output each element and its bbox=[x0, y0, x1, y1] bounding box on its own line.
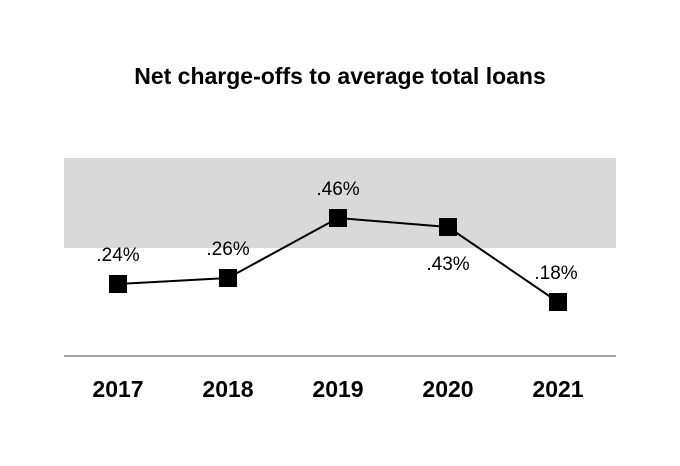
marker-2020 bbox=[439, 218, 457, 236]
marker-2017 bbox=[109, 275, 127, 293]
x-tick-2018: 2018 bbox=[202, 376, 253, 402]
data-label-2017: .24% bbox=[96, 245, 139, 266]
x-tick-2021: 2021 bbox=[532, 376, 583, 402]
data-labels: .24% .26% .46% .43% .18% bbox=[96, 179, 577, 284]
marker-2018 bbox=[219, 269, 237, 287]
chart-title: Net charge-offs to average total loans bbox=[134, 63, 546, 89]
marker-2019 bbox=[329, 209, 347, 227]
highlight-band bbox=[64, 158, 616, 248]
x-tick-2019: 2019 bbox=[312, 376, 363, 402]
markers bbox=[109, 209, 567, 311]
x-tick-labels: 2017 2018 2019 2020 2021 bbox=[92, 376, 583, 402]
data-label-2018: .26% bbox=[206, 239, 249, 260]
data-label-2021: .18% bbox=[534, 263, 577, 284]
x-tick-2017: 2017 bbox=[92, 376, 143, 402]
marker-2021 bbox=[549, 293, 567, 311]
data-label-2019: .46% bbox=[316, 179, 359, 200]
x-tick-2020: 2020 bbox=[422, 376, 473, 402]
data-label-2020: .43% bbox=[426, 254, 469, 275]
